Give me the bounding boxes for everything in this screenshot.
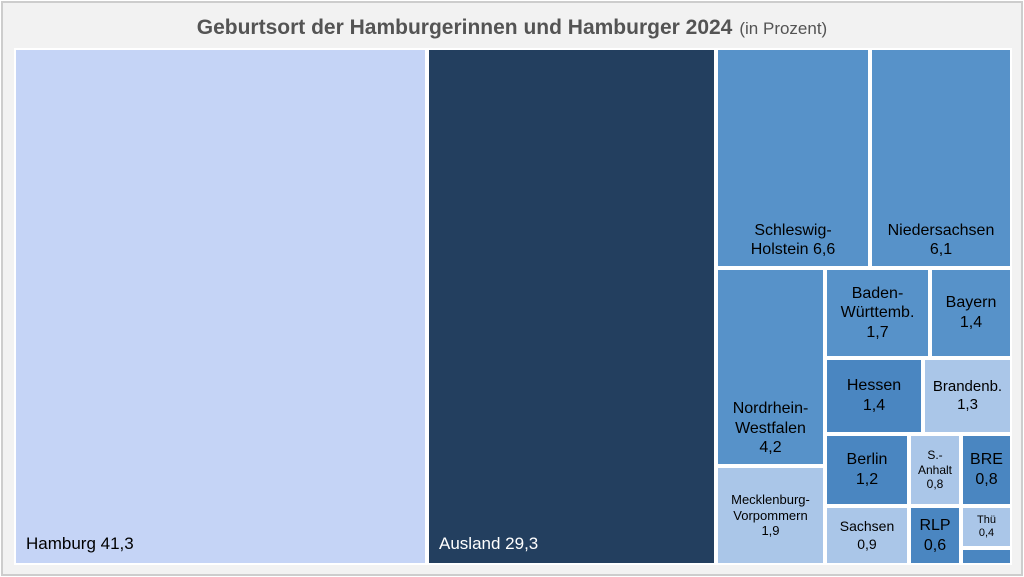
treemap-cell-label-sachsen: Sachsen 0,9: [839, 518, 895, 552]
chart-title-suffix: (in Prozent): [739, 19, 828, 38]
treemap-cell-berlin: Berlin 1,2: [827, 436, 907, 504]
treemap-cell-label-brandenburg: Brandenb. 1,3: [932, 377, 1003, 413]
treemap-cell-label-schleswig-holstein: Schleswig- Holstein 6,6: [750, 221, 836, 259]
treemap-cell-thueringen: Thü 0,4: [963, 508, 1010, 546]
treemap-cell-mecklenburg-vorpommern: Mecklenburg- Vorpommern 1,9: [718, 468, 823, 563]
treemap-cell-label-bremen: BRE 0,8: [970, 451, 1003, 488]
treemap-cell-sachsen: Sachsen 0,9: [827, 508, 907, 563]
treemap-cell-label-hessen: Hessen 1,4: [846, 377, 902, 414]
treemap-cell-label-mecklenburg-vorpommern: Mecklenburg- Vorpommern 1,9: [731, 491, 810, 539]
treemap-cell-label-ausland: Ausland 29,3: [439, 534, 539, 554]
treemap-cell-bremen: BRE 0,8: [963, 436, 1010, 504]
chart-title: Geburtsort der Hamburgerinnen und Hambur…: [3, 16, 1021, 40]
treemap-cell-label-sachsen-anhalt: S.- Anhalt 0,8: [917, 448, 953, 492]
treemap-cell-label-berlin: Berlin 1,2: [846, 451, 888, 488]
treemap-cell-label-niedersachsen: Niedersachsen 6,1: [887, 221, 995, 259]
treemap-cell-bayern: Bayern 1,4: [932, 270, 1010, 356]
treemap: Hamburg 41,3 Ausland 29,3 Schleswig- Hol…: [14, 48, 1012, 565]
treemap-cell-rheinland-pfalz: RLP 0,6: [911, 508, 959, 563]
treemap-cell-hessen: Hessen 1,4: [827, 360, 921, 432]
treemap-cell-brandenburg: Brandenb. 1,3: [925, 360, 1010, 432]
treemap-cell-sachsen-anhalt: S.- Anhalt 0,8: [911, 436, 959, 504]
treemap-cell-schleswig-holstein: Schleswig- Holstein 6,6: [718, 50, 868, 266]
treemap-cell-hamburg: Hamburg 41,3: [16, 50, 425, 563]
treemap-cell-label-nordrhein-westfalen: Nordrhein- Westfalen 4,2: [732, 400, 809, 457]
treemap-cell-label-bayern: Bayern 1,4: [945, 294, 997, 331]
treemap-cell-label-baden-wuerttemberg: Baden- Württemb. 1,7: [840, 284, 915, 341]
treemap-cell-unlabeled-small: [963, 550, 1010, 563]
treemap-cell-label-rheinland-pfalz: RLP 0,6: [919, 516, 951, 554]
treemap-cell-baden-wuerttemberg: Baden- Württemb. 1,7: [827, 270, 928, 356]
treemap-cell-label-hamburg: Hamburg 41,3: [26, 534, 134, 554]
treemap-cell-nordrhein-westfalen: Nordrhein- Westfalen 4,2: [718, 270, 823, 464]
treemap-cell-niedersachsen: Niedersachsen 6,1: [872, 50, 1010, 266]
chart-title-main: Geburtsort der Hamburgerinnen und Hambur…: [196, 16, 733, 39]
treemap-cell-label-thueringen: Thü 0,4: [977, 513, 996, 539]
treemap-cell-ausland: Ausland 29,3: [429, 50, 714, 563]
